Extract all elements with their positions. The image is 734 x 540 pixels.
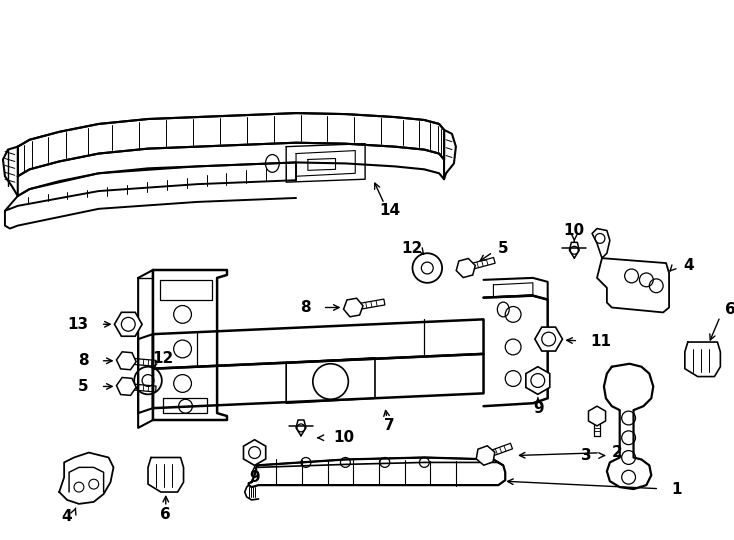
Text: 6: 6 [161, 507, 171, 522]
Text: 6: 6 [725, 302, 734, 317]
Text: 12: 12 [152, 352, 173, 366]
Text: 7: 7 [385, 418, 395, 434]
Text: 10: 10 [564, 223, 585, 238]
Text: 14: 14 [379, 203, 400, 218]
Text: 3: 3 [581, 448, 592, 463]
Text: 4: 4 [62, 509, 73, 524]
Text: 1: 1 [671, 482, 682, 497]
Text: 9: 9 [534, 401, 544, 416]
Text: 8: 8 [79, 353, 89, 368]
Text: 10: 10 [333, 430, 355, 445]
Text: 4: 4 [683, 258, 694, 273]
Text: 12: 12 [401, 241, 422, 256]
Text: 5: 5 [79, 379, 89, 394]
Text: 9: 9 [250, 470, 260, 485]
Text: 13: 13 [68, 317, 89, 332]
Text: 2: 2 [612, 445, 622, 460]
Text: 8: 8 [300, 300, 310, 315]
Text: 5: 5 [498, 241, 509, 256]
Text: 11: 11 [590, 334, 611, 348]
